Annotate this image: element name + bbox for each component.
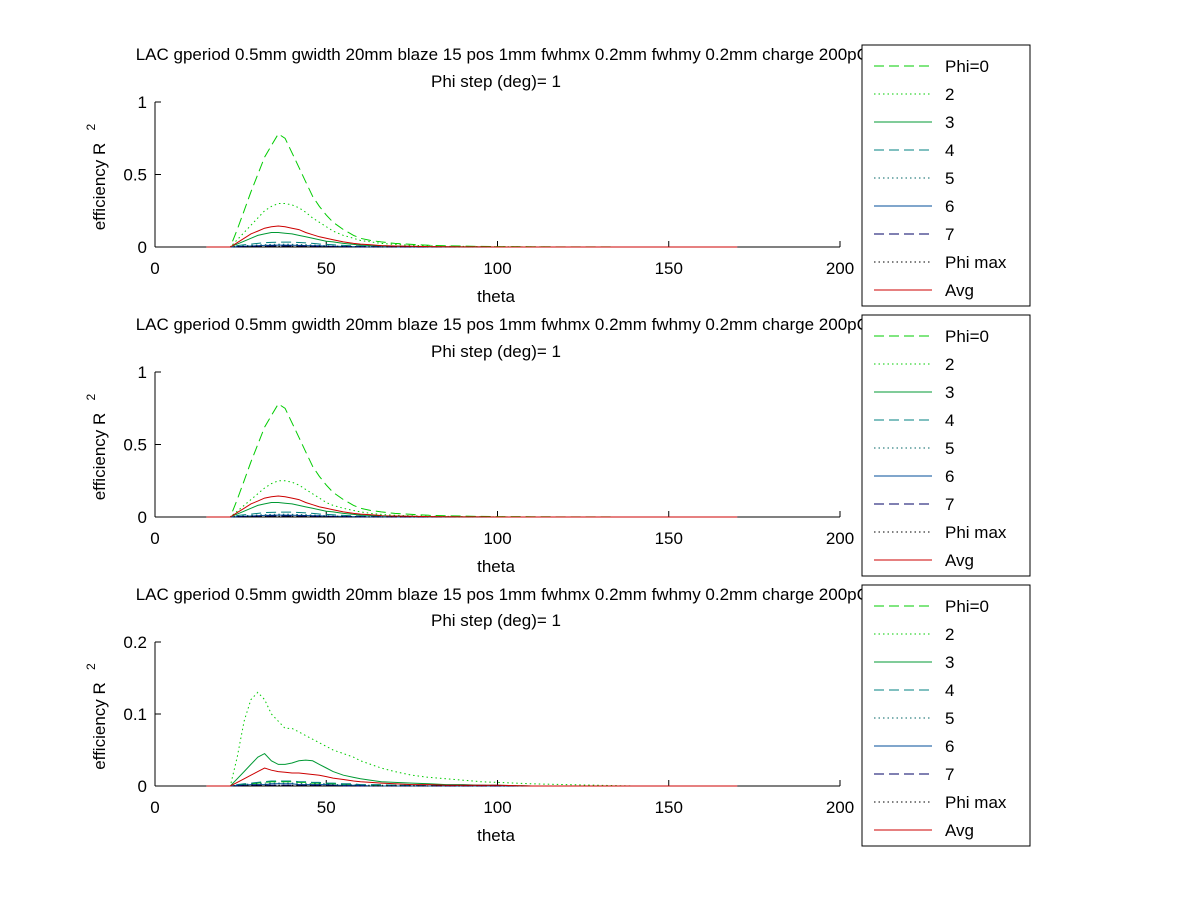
series-line-2: [206, 691, 738, 787]
series-line-2: [206, 480, 738, 518]
legend-label: 7: [945, 225, 954, 244]
series-line-4: [206, 780, 738, 787]
legend: Phi=0 2 3 4 5 6 7 Phi max Avg: [861, 44, 1031, 307]
x-tick-label: 200: [826, 529, 854, 548]
y-tick-label: 0: [138, 777, 147, 796]
legend-label: Phi max: [945, 253, 1007, 272]
y-axis-label-group: efficiency R 2: [84, 394, 109, 501]
x-tick-label: 150: [655, 798, 683, 817]
series-line-4: [206, 511, 738, 518]
y-tick-label: 1: [138, 93, 147, 112]
y-axis-label: efficiency R: [90, 682, 109, 770]
legend-label: Phi=0: [945, 597, 989, 616]
legend-label: 4: [945, 411, 954, 430]
legend-label: 4: [945, 141, 954, 160]
legend-label: Avg: [945, 281, 974, 300]
y-axis-label-superscript: 2: [84, 663, 98, 670]
y-axis-label-superscript: 2: [84, 124, 98, 131]
series-line-7: [206, 515, 738, 518]
x-tick-label: 0: [150, 529, 159, 548]
y-tick-label: 0.2: [123, 633, 147, 652]
x-tick-label: 200: [826, 259, 854, 278]
legend-label: 5: [945, 169, 954, 188]
series-line-7: [206, 784, 738, 787]
chart-panel-3: LAC gperiod 0.5mm gwidth 20mm blaze 15 p…: [84, 584, 1031, 847]
series-line-7: [206, 245, 738, 248]
legend-label: 3: [945, 113, 954, 132]
legend-label: 2: [945, 85, 954, 104]
series-line-4: [206, 241, 738, 248]
x-tick-label: 150: [655, 259, 683, 278]
legend-label: 6: [945, 467, 954, 486]
legend-label: 2: [945, 355, 954, 374]
y-tick-label: 1: [138, 363, 147, 382]
x-tick-label: 50: [317, 798, 336, 817]
x-tick-label: 100: [483, 259, 511, 278]
x-tick-label: 50: [317, 259, 336, 278]
legend-label: 6: [945, 737, 954, 756]
legend-box: [861, 314, 1031, 577]
legend: Phi=0 2 3 4 5 6 7 Phi max Avg: [861, 584, 1031, 847]
chart-panel-2: LAC gperiod 0.5mm gwidth 20mm blaze 15 p…: [84, 314, 1031, 577]
y-tick-label: 0.5: [123, 436, 147, 455]
y-tick-label: 0.1: [123, 705, 147, 724]
chart-title: LAC gperiod 0.5mm gwidth 20mm blaze 15 p…: [136, 315, 967, 334]
legend-label: 7: [945, 495, 954, 514]
legend-label: Avg: [945, 821, 974, 840]
chart-subtitle: Phi step (deg)= 1: [431, 342, 561, 361]
legend-label: 3: [945, 653, 954, 672]
x-tick-label: 0: [150, 259, 159, 278]
y-axis-label-group: efficiency R 2: [84, 124, 109, 231]
series-line-9: [206, 225, 738, 248]
chart-title: LAC gperiod 0.5mm gwidth 20mm blaze 15 p…: [136, 45, 967, 64]
legend-label: Phi max: [945, 523, 1007, 542]
series-line-2: [206, 203, 738, 248]
legend-label: Phi=0: [945, 327, 989, 346]
chart-panel-1: LAC gperiod 0.5mm gwidth 20mm blaze 15 p…: [84, 44, 1031, 307]
x-tick-label: 100: [483, 798, 511, 817]
x-tick-label: 50: [317, 529, 336, 548]
y-axis-label: efficiency R: [90, 413, 109, 501]
y-axis-label-group: efficiency R 2: [84, 663, 109, 770]
x-tick-label: 0: [150, 798, 159, 817]
legend-label: 5: [945, 439, 954, 458]
x-tick-label: 150: [655, 529, 683, 548]
series-line-9: [206, 495, 738, 518]
y-axis-label-superscript: 2: [84, 394, 98, 401]
legend-box: [861, 44, 1031, 307]
legend: Phi=0 2 3 4 5 6 7 Phi max Avg: [861, 314, 1031, 577]
chart-subtitle: Phi step (deg)= 1: [431, 611, 561, 630]
y-tick-label: 0: [138, 238, 147, 257]
x-axis-label: theta: [477, 287, 515, 306]
legend-label: 6: [945, 197, 954, 216]
series-line-1: [206, 781, 738, 787]
y-tick-label: 0.5: [123, 166, 147, 185]
x-axis-label: theta: [477, 826, 515, 845]
legend-label: 7: [945, 765, 954, 784]
x-axis-label: theta: [477, 557, 515, 576]
legend-label: 3: [945, 383, 954, 402]
legend-label: Phi max: [945, 793, 1007, 812]
chart-subtitle: Phi step (deg)= 1: [431, 72, 561, 91]
legend-label: Avg: [945, 551, 974, 570]
y-axis-label: efficiency R: [90, 143, 109, 231]
legend-label: 2: [945, 625, 954, 644]
chart-title: LAC gperiod 0.5mm gwidth 20mm blaze 15 p…: [136, 585, 967, 604]
x-tick-label: 200: [826, 798, 854, 817]
legend-label: Phi=0: [945, 57, 989, 76]
legend-label: 5: [945, 709, 954, 728]
y-tick-label: 0: [138, 508, 147, 527]
legend-box: [861, 584, 1031, 847]
legend-label: 4: [945, 681, 954, 700]
x-tick-label: 100: [483, 529, 511, 548]
series-line-9: [206, 767, 738, 787]
